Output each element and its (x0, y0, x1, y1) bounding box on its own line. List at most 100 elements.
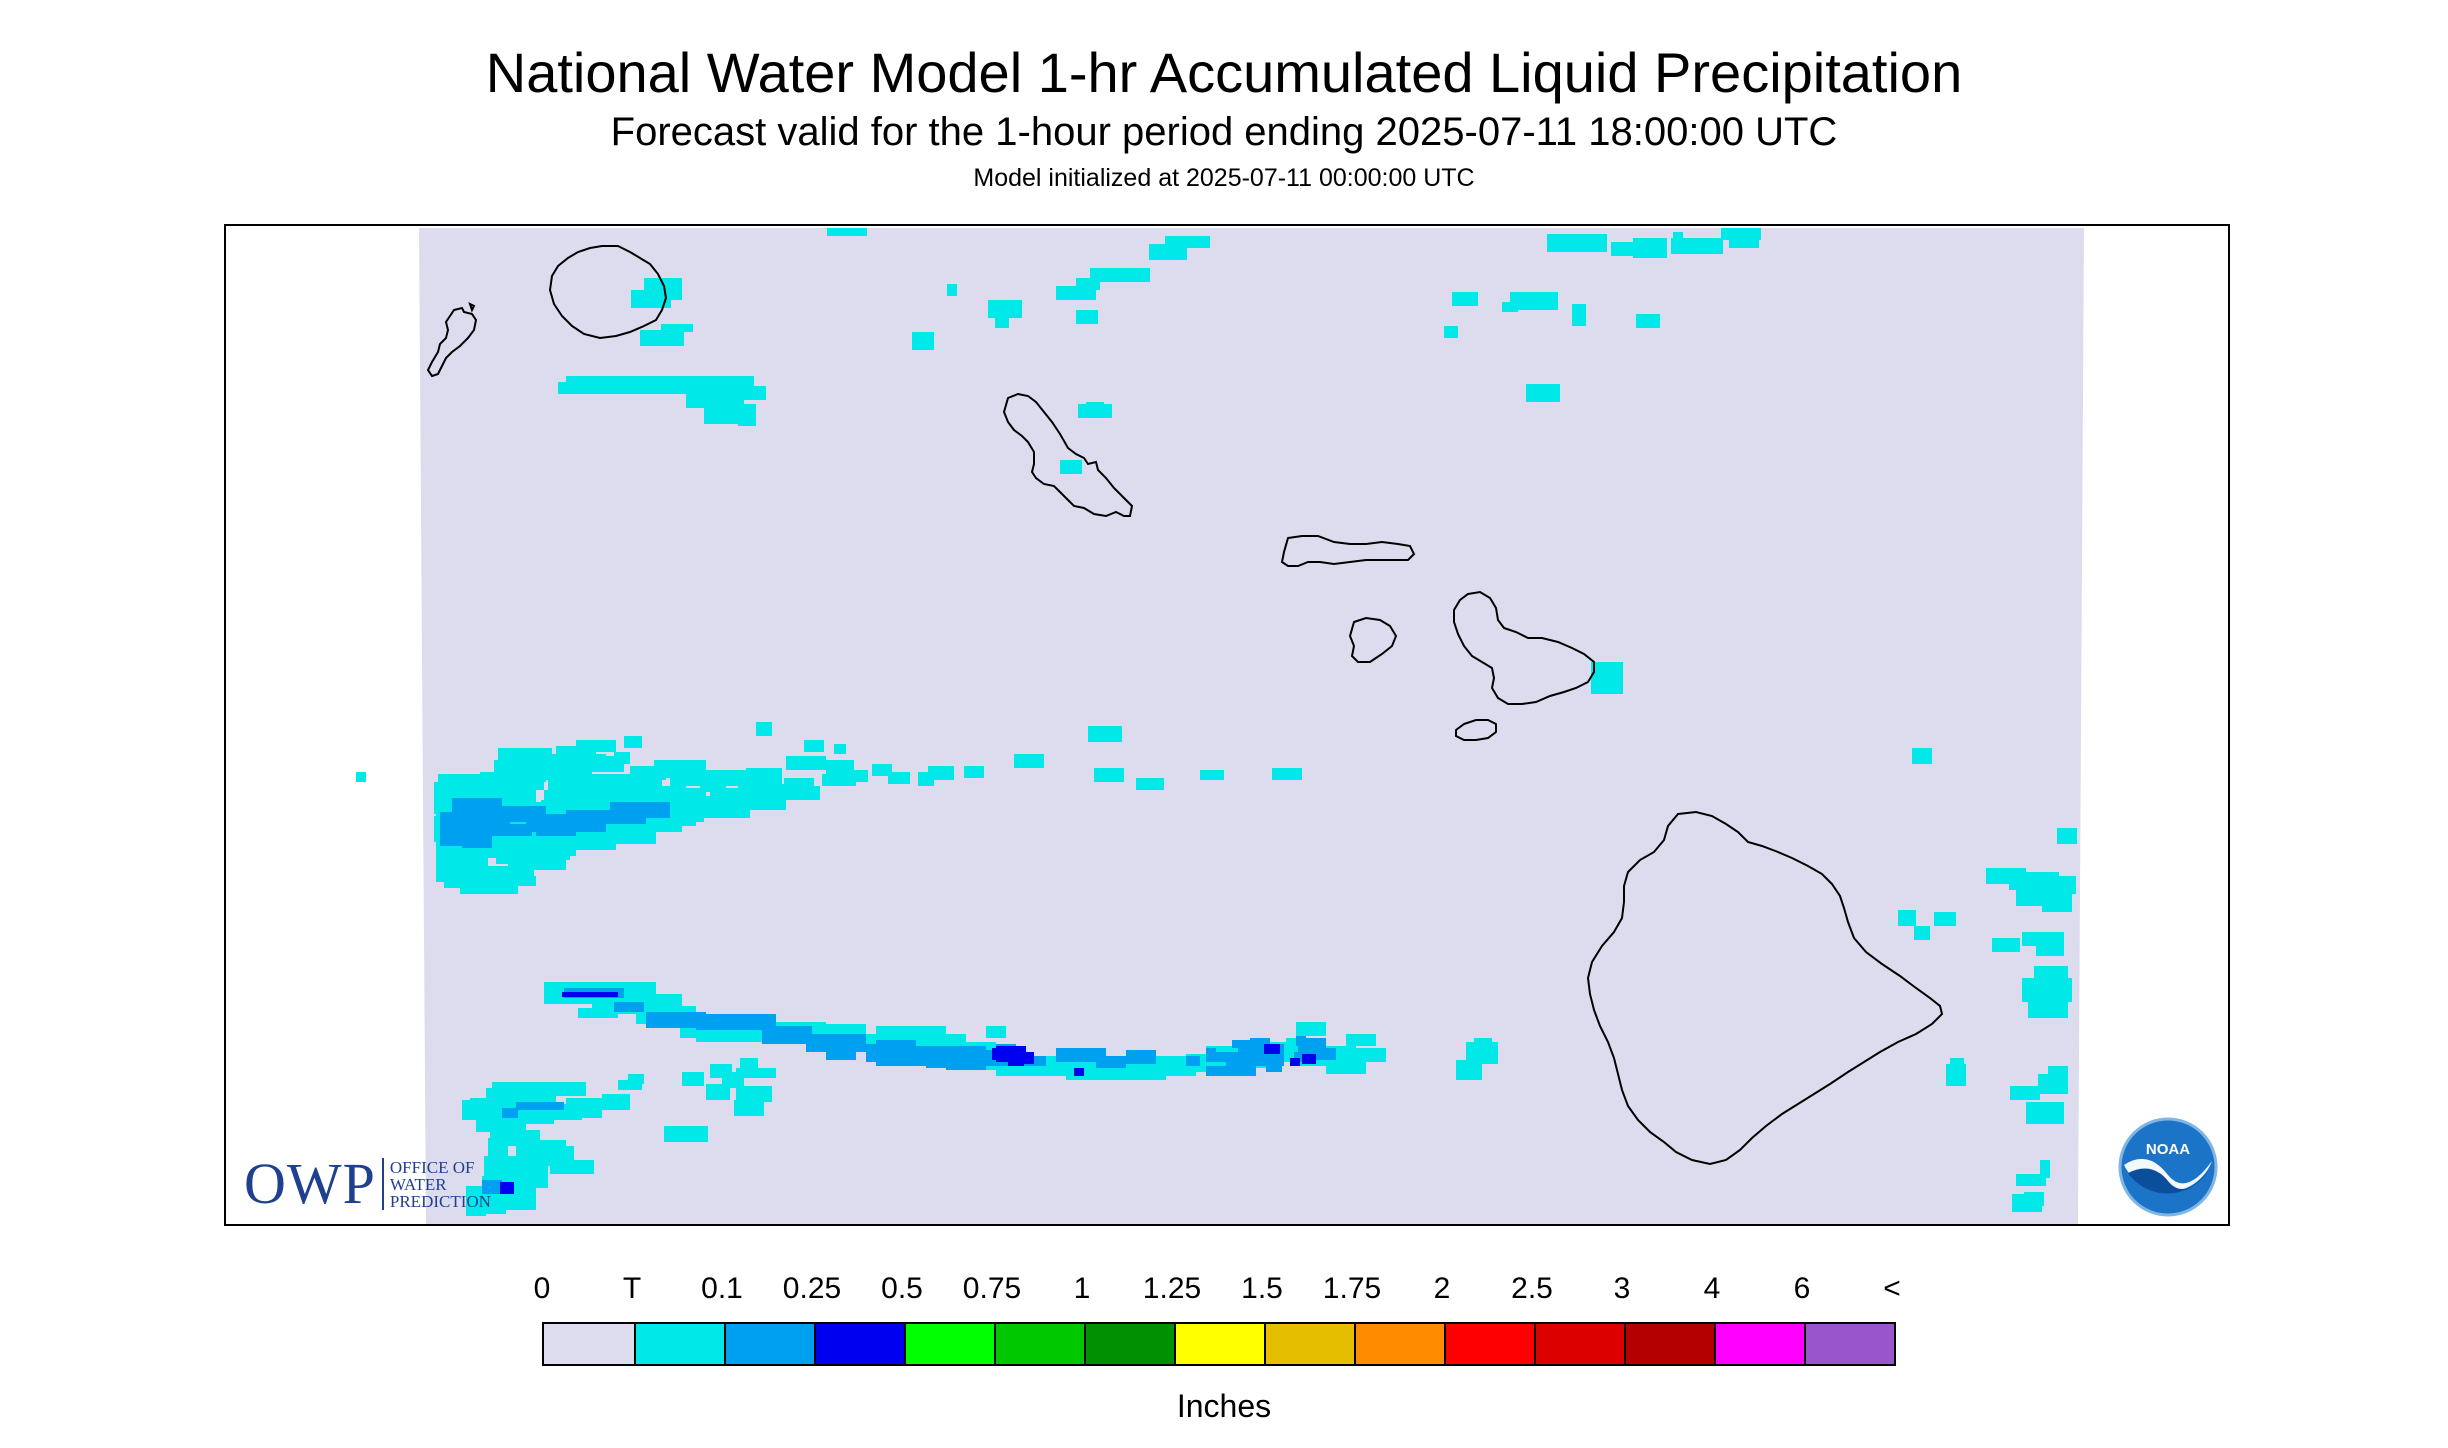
owp-logo-text-line: OFFICE OF (389, 1157, 475, 1177)
trace-precip-cell (2026, 1102, 2064, 1124)
precip-0-25-cell (500, 1182, 514, 1194)
trace-precip-cell (664, 1126, 708, 1142)
trace-precip-cell (1200, 770, 1224, 780)
trace-precip-cell (700, 778, 726, 792)
trace-precip-cell (988, 300, 1022, 318)
trace-precip-cell (1510, 292, 1558, 310)
trace-precip-cell (1356, 1048, 1386, 1062)
trace-precip-cell (1673, 232, 1683, 240)
noaa-logo-text: NOAA (2146, 1141, 2190, 1158)
owp-logo-text-line: WATER (389, 1174, 447, 1194)
island-kahoolawe-coastline (1455, 719, 1497, 741)
noaa-logo: NOAA (2118, 1117, 2218, 1217)
legend-color-bar (542, 1322, 1896, 1366)
legend-tick-label: 2.5 (1511, 1272, 1553, 1305)
legend-tick-label: 0.5 (881, 1272, 923, 1305)
island-kauai-coastline (548, 245, 668, 340)
precip-0-1-cell (1186, 1056, 1200, 1066)
legend-tick-label: 1.75 (1322, 1272, 1382, 1305)
island-niihau-coastline (426, 302, 478, 378)
trace-precip-cell (1094, 768, 1124, 782)
precip-0-1-cell (614, 1002, 644, 1012)
trace-precip-cell (706, 1084, 730, 1100)
legend-tick-label: 3 (1613, 1272, 1631, 1305)
island-hawaii-coastline (1586, 810, 1944, 1166)
trace-precip-cell (756, 722, 772, 736)
trace-precip-cell (631, 290, 671, 308)
trace-precip-cell (2016, 1174, 2046, 1186)
trace-precip-cell (1611, 242, 1633, 256)
legend-tick-label: 1 (1073, 1272, 1091, 1305)
trace-precip-cell (556, 772, 592, 784)
map-canvas (356, 228, 2084, 1224)
trace-precip-cell (1149, 244, 1187, 260)
precip-0-1-cell (1056, 1048, 1106, 1062)
trace-precip-cell (1060, 460, 1082, 474)
legend-swatch (994, 1324, 1084, 1364)
trace-precip-cell (1456, 1060, 1482, 1080)
trace-precip-cell (888, 772, 910, 784)
precip-0-1-cell (492, 824, 532, 836)
trace-precip-cell (746, 796, 786, 810)
trace-precip-cell (618, 1080, 642, 1090)
trace-precip-cell (670, 772, 700, 786)
trace-precip-cell (1056, 286, 1096, 300)
trace-precip-cell (1444, 326, 1458, 338)
precip-0-25-cell (1014, 1052, 1034, 1064)
trace-precip-cell (670, 376, 754, 388)
trace-precip-cell (624, 736, 642, 748)
owp-logo-text-line: PREDICTION (389, 1191, 491, 1211)
legend-tick-label: 0 (533, 1272, 551, 1305)
legend-tick-label: T (622, 1272, 642, 1305)
precip-0-1-cell (1206, 1066, 1226, 1076)
trace-precip-cell (661, 324, 693, 332)
precip-0-1-cell (1126, 1050, 1156, 1064)
legend-tick-label: 1.5 (1241, 1272, 1283, 1305)
trace-precip-cell (506, 876, 536, 886)
legend-tick-label: 1.25 (1142, 1272, 1202, 1305)
trace-precip-cell (614, 752, 630, 764)
trace-precip-cell (496, 844, 536, 864)
legend-swatch (1714, 1324, 1804, 1364)
trace-precip-cell (928, 766, 954, 780)
precip-0-1-cell (1226, 1066, 1256, 1076)
trace-precip-cell (1296, 1022, 1326, 1036)
trace-precip-cell (746, 768, 782, 784)
trace-precip-cell (1671, 238, 1723, 254)
precip-0-1-cell (516, 1102, 564, 1110)
precip-0-1-cell (1306, 1038, 1326, 1048)
legend-swatch (814, 1324, 904, 1364)
trace-precip-cell (536, 836, 566, 856)
trace-precip-cell (854, 770, 868, 782)
owp-logo-divider (381, 1158, 384, 1210)
trace-precip-cell (1136, 778, 1164, 790)
legend-swatch (634, 1324, 724, 1364)
island-molokai-coastline (1280, 535, 1416, 567)
trace-precip-cell (1502, 302, 1518, 312)
trace-precip-cell (1591, 662, 1623, 694)
owp-logo-text: OFFICE OF WATER PREDICTION (390, 1159, 491, 1210)
trace-precip-cell (1346, 1034, 1376, 1046)
trace-precip-cell (1633, 238, 1667, 258)
trace-precip-cell (550, 1160, 594, 1174)
precip-0-1-cell (696, 1014, 776, 1030)
trace-precip-cell (526, 768, 546, 782)
legend-swatch (1084, 1324, 1174, 1364)
trace-precip-cell (734, 1100, 764, 1116)
trace-precip-cell (786, 756, 826, 770)
trace-precip-cell (872, 764, 892, 776)
trace-precip-cell (1914, 926, 1930, 940)
trace-precip-cell (1076, 310, 1098, 324)
trace-precip-cell (1090, 268, 1150, 282)
precip-0-25-cell (1302, 1054, 1316, 1064)
forecast-valid-subtitle: Forecast valid for the 1-hour period end… (610, 110, 1838, 154)
trace-precip-cell (995, 314, 1009, 328)
precip-0-1-cell (1296, 1036, 1306, 1046)
trace-precip-cell (2024, 1192, 2044, 1206)
trace-precip-cell (947, 284, 957, 296)
trace-precip-cell (1474, 1038, 1492, 1048)
legend-swatch (724, 1324, 814, 1364)
trace-precip-cell (986, 1026, 1006, 1038)
trace-precip-cell (2010, 1086, 2040, 1100)
legend-swatch (544, 1324, 634, 1364)
